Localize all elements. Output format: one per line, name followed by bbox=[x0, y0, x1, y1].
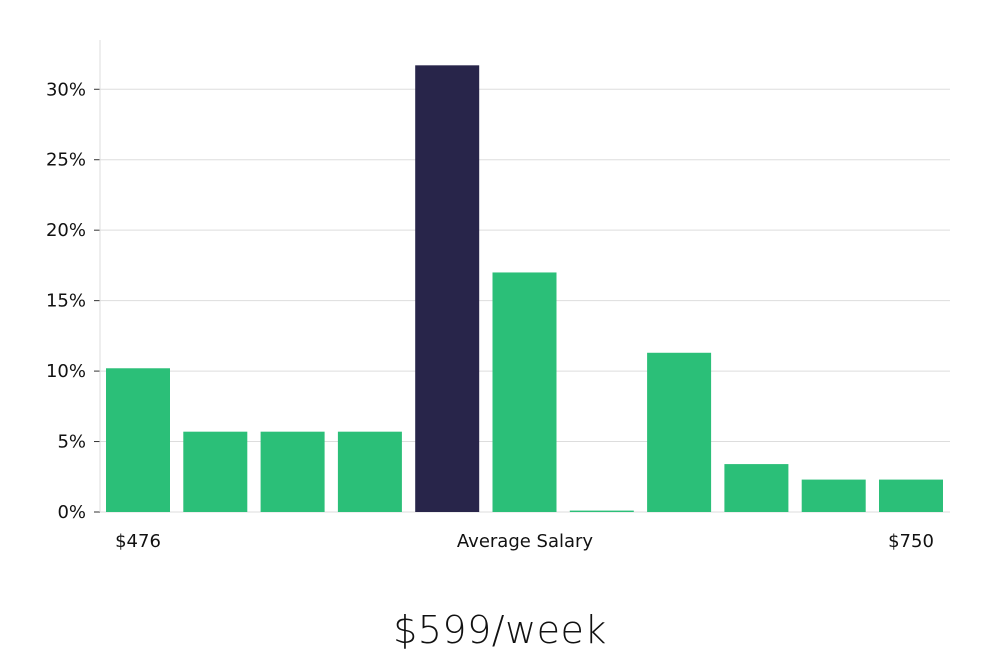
bar bbox=[183, 431, 248, 512]
salary-distribution-chart: 0%5%10%15%20%25%30% $476 Average Salary … bbox=[46, 40, 950, 552]
y-tick-label: 0% bbox=[57, 502, 86, 523]
y-tick-label: 30% bbox=[46, 79, 86, 100]
y-tick-label: 15% bbox=[46, 291, 86, 312]
x-label-max: $750 bbox=[888, 531, 934, 552]
bar bbox=[569, 510, 634, 512]
x-label-average: Average Salary bbox=[457, 531, 594, 552]
y-tick-label: 10% bbox=[46, 361, 86, 382]
bar bbox=[260, 431, 325, 512]
bar bbox=[106, 368, 170, 512]
bar bbox=[724, 464, 789, 512]
y-axis-ticks: 0% 5% 10% 15% 20% 25% 30% bbox=[46, 79, 100, 523]
bar bbox=[647, 352, 712, 512]
x-label-min: $476 bbox=[115, 531, 161, 552]
y-tick-label: 5% bbox=[57, 432, 86, 453]
bar bbox=[879, 479, 943, 512]
bar-average bbox=[415, 65, 480, 513]
bars bbox=[106, 65, 943, 513]
bar bbox=[801, 479, 866, 512]
bar bbox=[337, 431, 402, 512]
average-salary-value: $599/week bbox=[393, 608, 607, 652]
bar bbox=[492, 272, 557, 512]
y-tick-label: 20% bbox=[46, 220, 86, 241]
y-tick-label: 25% bbox=[46, 150, 86, 171]
